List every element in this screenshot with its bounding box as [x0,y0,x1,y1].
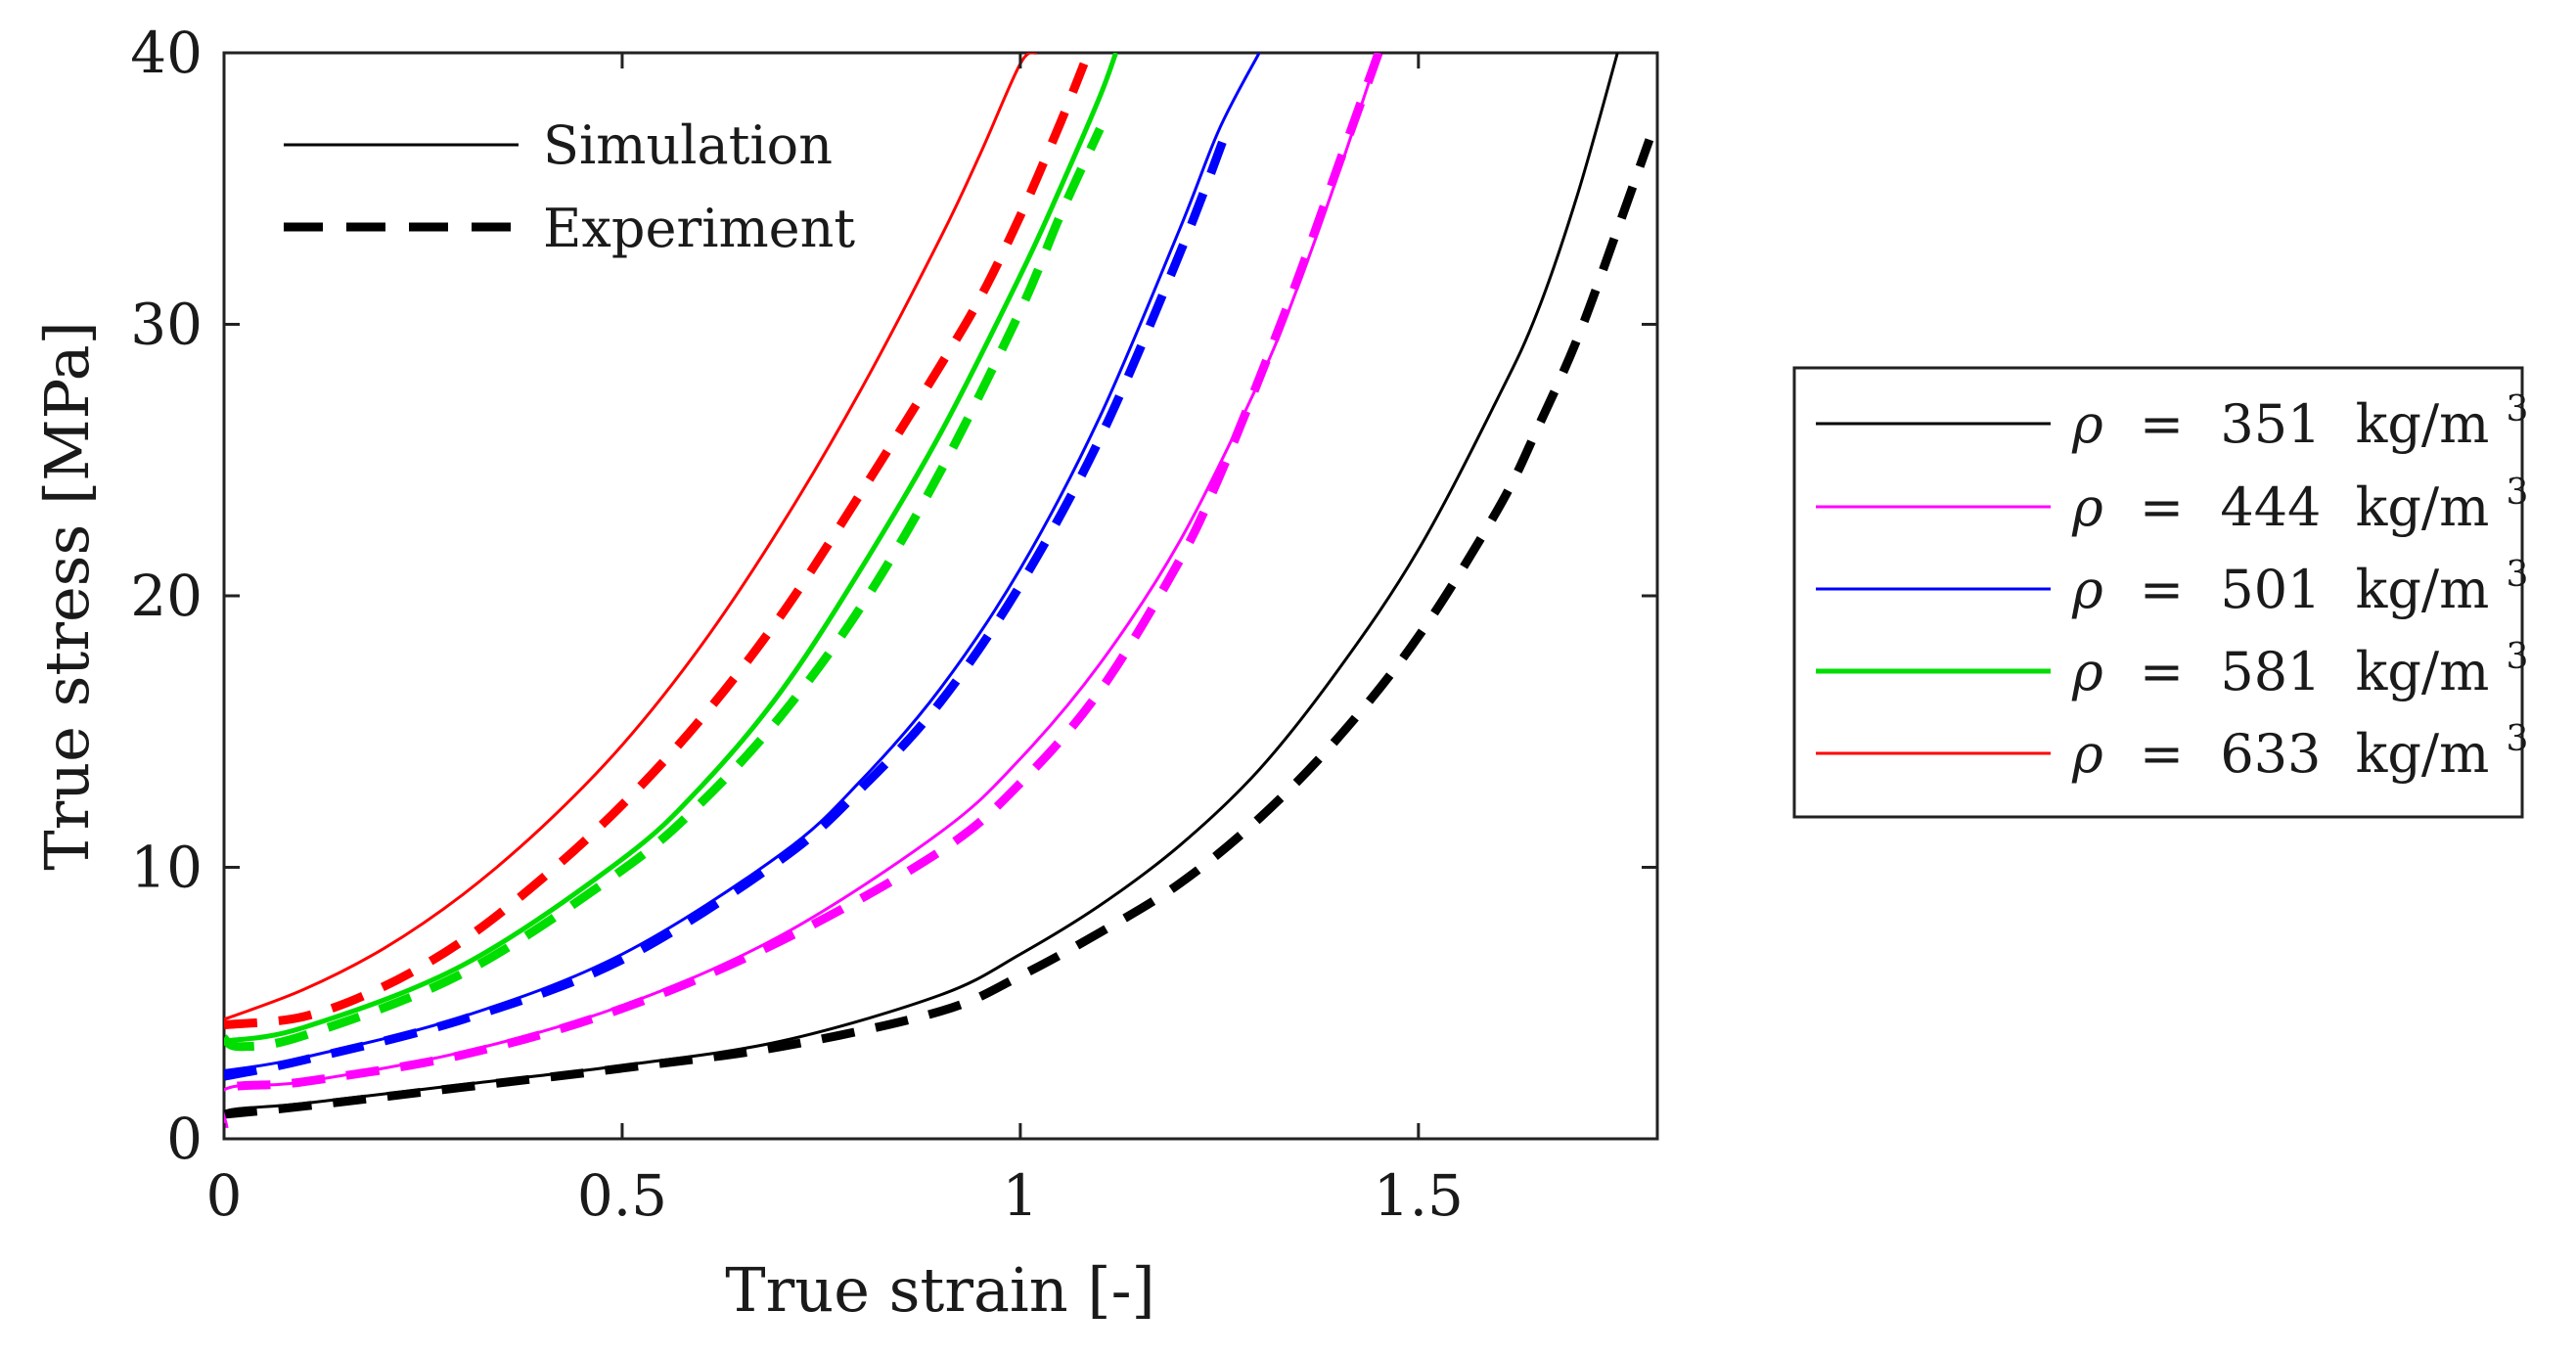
legend-value: 633 [2220,723,2321,785]
legend-equals: = [2140,723,2184,785]
style-legend-label-simulation: Simulation [543,114,833,176]
legend-exponent: 3 [2506,555,2528,595]
legend-symbol: ρ [2071,476,2103,538]
y-tick-label: 10 [130,835,203,901]
experiment-curve-581 [224,126,1105,1052]
legend-unit: kg/m [2356,723,2490,785]
experiment-curve-351 [224,138,1654,1119]
legend-symbol: ρ [2071,559,2103,620]
y-tick-label: 0 [166,1106,203,1172]
density-legend: ρ = 351 kg/m 3 ρ = 444 kg/m 3 ρ = 501 kg… [1792,366,2528,819]
legend-value: 351 [2220,393,2321,455]
x-tick-label: 0 [206,1162,243,1229]
density-legend-box [1792,366,2524,819]
legend-unit: kg/m [2356,641,2490,702]
y-tick-label: 30 [130,292,203,358]
legend-value: 581 [2220,641,2321,702]
legend-symbol: ρ [2071,723,2103,785]
x-tick-label: 1 [1002,1162,1038,1229]
legend-entry-501: ρ = 501 kg/m 3 [2071,555,2528,620]
legend-entry-351: ρ = 351 kg/m 3 [2071,389,2528,455]
simulation-curve-351 [224,53,1619,1134]
legend-value: 444 [2220,476,2321,538]
x-axis-title: True strain [-] [725,1254,1154,1326]
series-layer [224,53,1654,1134]
experiment-curve-501 [224,127,1232,1081]
legend-exponent: 3 [2506,473,2528,513]
x-tick-label: 0.5 [577,1162,667,1229]
legend-entry-581: ρ = 581 kg/m 3 [2071,637,2528,702]
legend-entry-633: ρ = 633 kg/m 3 [2071,719,2528,785]
legend-value: 501 [2220,559,2321,620]
style-legend-label-experiment: Experiment [543,198,855,259]
y-tick-label: 20 [130,563,203,629]
legend-entry-444: ρ = 444 kg/m 3 [2071,473,2528,538]
legend-equals: = [2140,393,2184,455]
legend-exponent: 3 [2506,719,2528,759]
legend-exponent: 3 [2506,637,2528,677]
ticks-layer: 0 0.5 1 1.5 0 10 20 30 40 [130,20,1657,1229]
simulation-curve-633 [224,53,1038,1021]
simulation-curve-581 [224,53,1118,1044]
style-legend: Simulation Experiment [284,114,855,259]
legend-symbol: ρ [2071,641,2103,702]
experiment-curve-633 [224,62,1089,1029]
legend-symbol: ρ [2071,393,2103,455]
legend-equals: = [2140,476,2184,538]
legend-unit: kg/m [2356,476,2490,538]
y-axis-title: True stress [MPa] [31,321,103,870]
experiment-curve-444 [224,53,1383,1128]
x-tick-label: 1.5 [1374,1162,1464,1229]
legend-unit: kg/m [2356,393,2490,455]
legend-unit: kg/m [2356,559,2490,620]
legend-exponent: 3 [2506,389,2528,429]
legend-equals: = [2140,559,2184,620]
y-tick-label: 40 [130,20,203,86]
legend-equals: = [2140,641,2184,702]
simulation-curve-444 [224,53,1380,1131]
